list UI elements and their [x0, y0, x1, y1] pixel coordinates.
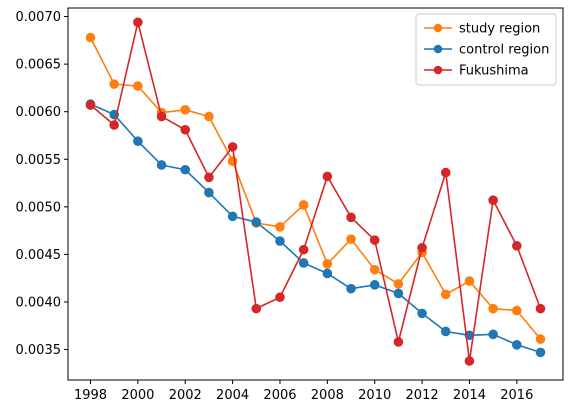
data-point [535, 347, 546, 358]
x-tick-label: 2012 [406, 388, 439, 403]
data-point [393, 279, 404, 289]
data-point [156, 160, 167, 170]
x-tick-label: 2008 [311, 388, 344, 403]
axes: 1998 2000 2002 2004 2006 2008 2010 2012 2014 2016… [16, 7, 564, 403]
x-tick-label: 2004 [216, 388, 249, 403]
y-tick-label: 0.0060 [16, 105, 62, 120]
data-point [109, 79, 119, 89]
legend-marker [433, 65, 443, 75]
data-point [180, 105, 191, 115]
y-tick-label: 0.0055 [16, 153, 62, 168]
data-point [133, 17, 143, 28]
data-point [322, 268, 333, 279]
series-layer [85, 17, 546, 366]
data-point [275, 292, 285, 303]
data-point [369, 280, 380, 290]
data-point [133, 81, 143, 91]
data-point [275, 236, 285, 246]
x-tick-label: 2016 [500, 388, 533, 403]
data-point [133, 136, 143, 146]
data-point [251, 303, 262, 314]
data-point [298, 244, 309, 255]
y-tick-label: 0.0040 [16, 295, 62, 310]
y-tick-label: 0.0065 [16, 58, 62, 73]
x-tick-label: 2006 [263, 388, 296, 403]
data-point [512, 241, 522, 251]
data-point [204, 187, 214, 198]
legend-label: study region [459, 22, 540, 37]
data-point [156, 111, 167, 122]
legend-entry: Fukushima [424, 64, 529, 79]
data-point [535, 303, 546, 314]
x-tick-label: 2002 [169, 388, 202, 403]
legend-entry: control region [424, 43, 549, 58]
legend: study region control region Fukushima [415, 13, 557, 86]
data-point [464, 276, 475, 286]
data-point [488, 195, 498, 205]
data-point [417, 242, 427, 253]
x-tick-label: 1998 [74, 388, 107, 403]
legend-entry: study region [424, 22, 540, 37]
data-point [275, 222, 285, 232]
data-point [512, 305, 522, 316]
data-point [109, 120, 119, 130]
series-line [90, 103, 541, 354]
y-tick-label: 0.0045 [16, 248, 62, 263]
data-point [85, 100, 96, 110]
data-point [227, 211, 238, 222]
x-tick-label: 2014 [453, 388, 486, 403]
data-point [535, 334, 546, 344]
data-point [322, 259, 333, 269]
legend-box [415, 13, 557, 86]
x-tick-label: 2010 [358, 388, 391, 403]
data-point [464, 356, 475, 366]
data-point [488, 329, 498, 340]
data-point [180, 124, 191, 135]
data-point [417, 308, 427, 319]
data-point [440, 289, 451, 300]
data-point [346, 212, 356, 223]
legend-marker [433, 44, 443, 54]
data-point [346, 234, 356, 244]
data-point [180, 164, 191, 175]
data-point [369, 264, 380, 275]
y-tick-label: 0.0070 [16, 10, 62, 25]
data-point [393, 337, 404, 347]
data-point [369, 235, 380, 245]
data-point [85, 32, 96, 43]
legend-label: control region [459, 43, 549, 58]
data-point [488, 303, 498, 314]
plot-frame [67, 7, 564, 381]
legend-marker [433, 23, 443, 33]
series-control-region [85, 99, 546, 358]
data-point [346, 283, 356, 294]
data-point [512, 339, 522, 350]
y-tick-label: 0.0035 [16, 343, 62, 358]
data-point [440, 167, 451, 178]
data-point [251, 217, 262, 227]
series-fukushima [85, 17, 546, 366]
data-point [204, 111, 214, 122]
data-point [440, 326, 451, 337]
data-point [298, 200, 309, 210]
data-point [204, 172, 214, 183]
y-tick-label: 0.0050 [16, 200, 62, 215]
data-point [322, 171, 333, 182]
x-tick-label: 2000 [121, 388, 154, 403]
data-point [393, 288, 404, 299]
legend-label: Fukushima [459, 64, 529, 79]
data-point [227, 142, 238, 152]
data-point [298, 258, 309, 268]
